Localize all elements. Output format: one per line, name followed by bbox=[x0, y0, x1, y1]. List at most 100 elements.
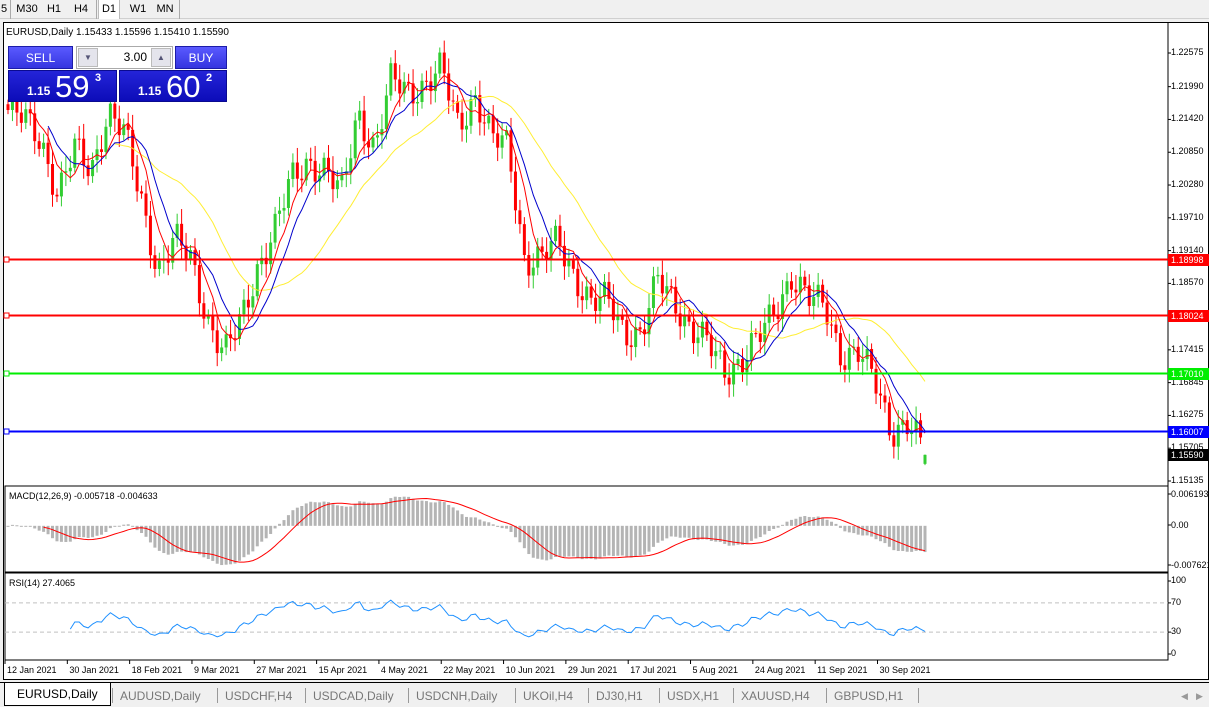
bearish-candle bbox=[509, 130, 513, 172]
macd-histogram-bar bbox=[687, 525, 691, 538]
bearish-candle bbox=[126, 124, 130, 130]
macd-histogram-bar bbox=[264, 525, 268, 539]
macd-histogram-bar bbox=[656, 525, 660, 543]
macd-histogram-bar bbox=[389, 498, 393, 526]
bearish-candle bbox=[362, 110, 366, 142]
bearish-candle bbox=[309, 158, 313, 161]
bearish-candle bbox=[638, 327, 642, 330]
bullish-candle bbox=[242, 299, 246, 315]
price-axis-label: 1.21990 bbox=[1171, 80, 1204, 91]
macd-histogram-bar bbox=[767, 525, 771, 531]
timeframe-h1[interactable]: H1 bbox=[46, 3, 62, 15]
macd-histogram-bar bbox=[322, 501, 326, 526]
bearish-candle bbox=[594, 297, 598, 311]
macd-histogram-bar bbox=[51, 525, 55, 539]
price-axis-label: 1.16845 bbox=[1171, 376, 1204, 387]
tab-ukoil-h4[interactable]: UKOil,H4 bbox=[523, 689, 574, 703]
bullish-candle bbox=[278, 210, 282, 214]
tab-usdx-h1[interactable]: USDX,H1 bbox=[667, 689, 720, 703]
level-price-tag[interactable]: 1.16007 bbox=[1168, 425, 1209, 438]
bearish-candle bbox=[140, 191, 144, 194]
macd-histogram-bar bbox=[874, 525, 878, 540]
macd-histogram-bar bbox=[220, 525, 224, 566]
macd-histogram-bar bbox=[456, 510, 460, 526]
tab-gbpusd-h1[interactable]: GBPUSD,H1 bbox=[834, 689, 904, 703]
macd-histogram-bar bbox=[375, 503, 379, 526]
bearish-candle bbox=[113, 103, 117, 119]
macd-histogram-bar bbox=[629, 525, 633, 558]
macd-histogram-bar bbox=[678, 525, 682, 538]
bullish-candle bbox=[714, 351, 718, 357]
chart-window[interactable] bbox=[3, 22, 1209, 680]
bullish-candle bbox=[465, 125, 468, 130]
timeframe-h4[interactable]: H4 bbox=[73, 3, 89, 15]
macd-histogram-bar bbox=[487, 522, 491, 526]
sell-price[interactable]: 1.15 59 3 bbox=[8, 69, 117, 104]
macd-histogram-bar bbox=[175, 525, 179, 552]
macd-histogram-bar bbox=[438, 501, 442, 526]
scroll-tabs-right-icon[interactable]: ▶ bbox=[1196, 691, 1203, 701]
timeframe-mn[interactable]: MN bbox=[156, 3, 174, 15]
macd-histogram-bar bbox=[887, 525, 891, 547]
bearish-candle bbox=[687, 314, 691, 322]
buy-button[interactable]: BUY bbox=[175, 46, 227, 69]
tab-xauusd-h4[interactable]: XAUUSD,H4 bbox=[741, 689, 810, 703]
level-price-tag[interactable]: 1.18024 bbox=[1168, 309, 1209, 322]
macd-histogram-bar bbox=[429, 502, 433, 526]
increase-lot-button[interactable]: ▲ bbox=[151, 48, 171, 67]
sell-price-prefix: 1.15 bbox=[27, 84, 51, 98]
bullish-candle bbox=[358, 110, 362, 121]
bullish-candle bbox=[901, 420, 905, 425]
buy-price[interactable]: 1.15 60 2 bbox=[119, 69, 227, 104]
bearish-candle bbox=[424, 80, 428, 82]
bearish-candle bbox=[611, 298, 615, 321]
bearish-candle bbox=[19, 112, 23, 123]
timeframe-w1[interactable]: W1 bbox=[129, 3, 147, 15]
timeframe-m30[interactable]: M30 bbox=[16, 3, 38, 15]
macd-histogram-bar bbox=[522, 525, 526, 549]
tab-dj30-h1[interactable]: DJ30,H1 bbox=[596, 689, 643, 703]
bearish-candle bbox=[456, 101, 460, 113]
tab-usdcad-daily[interactable]: USDCAD,Daily bbox=[313, 689, 394, 703]
macd-histogram-bar bbox=[919, 525, 923, 551]
macd-panel bbox=[4, 485, 1169, 573]
bullish-candle bbox=[375, 135, 379, 138]
bullish-candle bbox=[785, 281, 789, 295]
timeframe-toolbar: 5 M30 H1 H4 D1 W1 MN bbox=[0, 0, 1209, 19]
bearish-candle bbox=[674, 286, 678, 314]
tab-audusd-daily[interactable]: AUDUSD,Daily bbox=[120, 689, 201, 703]
macd-histogram-bar bbox=[861, 525, 865, 536]
tab-usdchf-h4[interactable]: USDCHF,H4 bbox=[225, 689, 293, 703]
date-axis-label: 30 Sep 2021 bbox=[879, 665, 931, 675]
macd-histogram-bar bbox=[242, 525, 246, 558]
macd-histogram-bar bbox=[442, 502, 446, 526]
sell-button[interactable]: SELL bbox=[8, 46, 73, 69]
tab-separator bbox=[659, 688, 660, 703]
bearish-candle bbox=[15, 96, 19, 113]
macd-histogram-bar bbox=[616, 525, 620, 556]
bullish-candle bbox=[286, 179, 290, 208]
lot-size-input[interactable]: 3.00 bbox=[123, 50, 147, 64]
tab-usdcnh-daily[interactable]: USDCNH,Daily bbox=[416, 689, 498, 703]
macd-histogram-bar bbox=[696, 525, 700, 541]
level-price-tag[interactable]: 1.17010 bbox=[1168, 367, 1209, 380]
macd-histogram-bar bbox=[24, 525, 28, 527]
bearish-candle bbox=[33, 113, 37, 142]
timeframe-d1[interactable]: D1 bbox=[98, 0, 120, 19]
bullish-candle bbox=[371, 137, 375, 148]
macd-histogram-bar bbox=[527, 525, 531, 555]
decrease-lot-button[interactable]: ▼ bbox=[78, 48, 98, 67]
level-price-tag[interactable]: 1.18998 bbox=[1168, 253, 1209, 266]
date-axis-label: 10 Jun 2021 bbox=[505, 665, 556, 675]
scroll-tabs-left-icon[interactable]: ◀ bbox=[1181, 691, 1188, 701]
lot-size-stepper[interactable]: ▼ 3.00 ▲ bbox=[76, 46, 173, 69]
timeframe-5[interactable]: 5 bbox=[0, 3, 8, 15]
macd-axis-label: 0.00 bbox=[1171, 520, 1189, 530]
tab-eurusd-daily[interactable]: EURUSD,Daily bbox=[4, 683, 111, 706]
bullish-candle bbox=[433, 73, 437, 92]
bearish-candle bbox=[202, 303, 206, 319]
tab-separator bbox=[408, 688, 409, 703]
bearish-candle bbox=[758, 333, 762, 342]
bearish-candle bbox=[398, 79, 402, 94]
